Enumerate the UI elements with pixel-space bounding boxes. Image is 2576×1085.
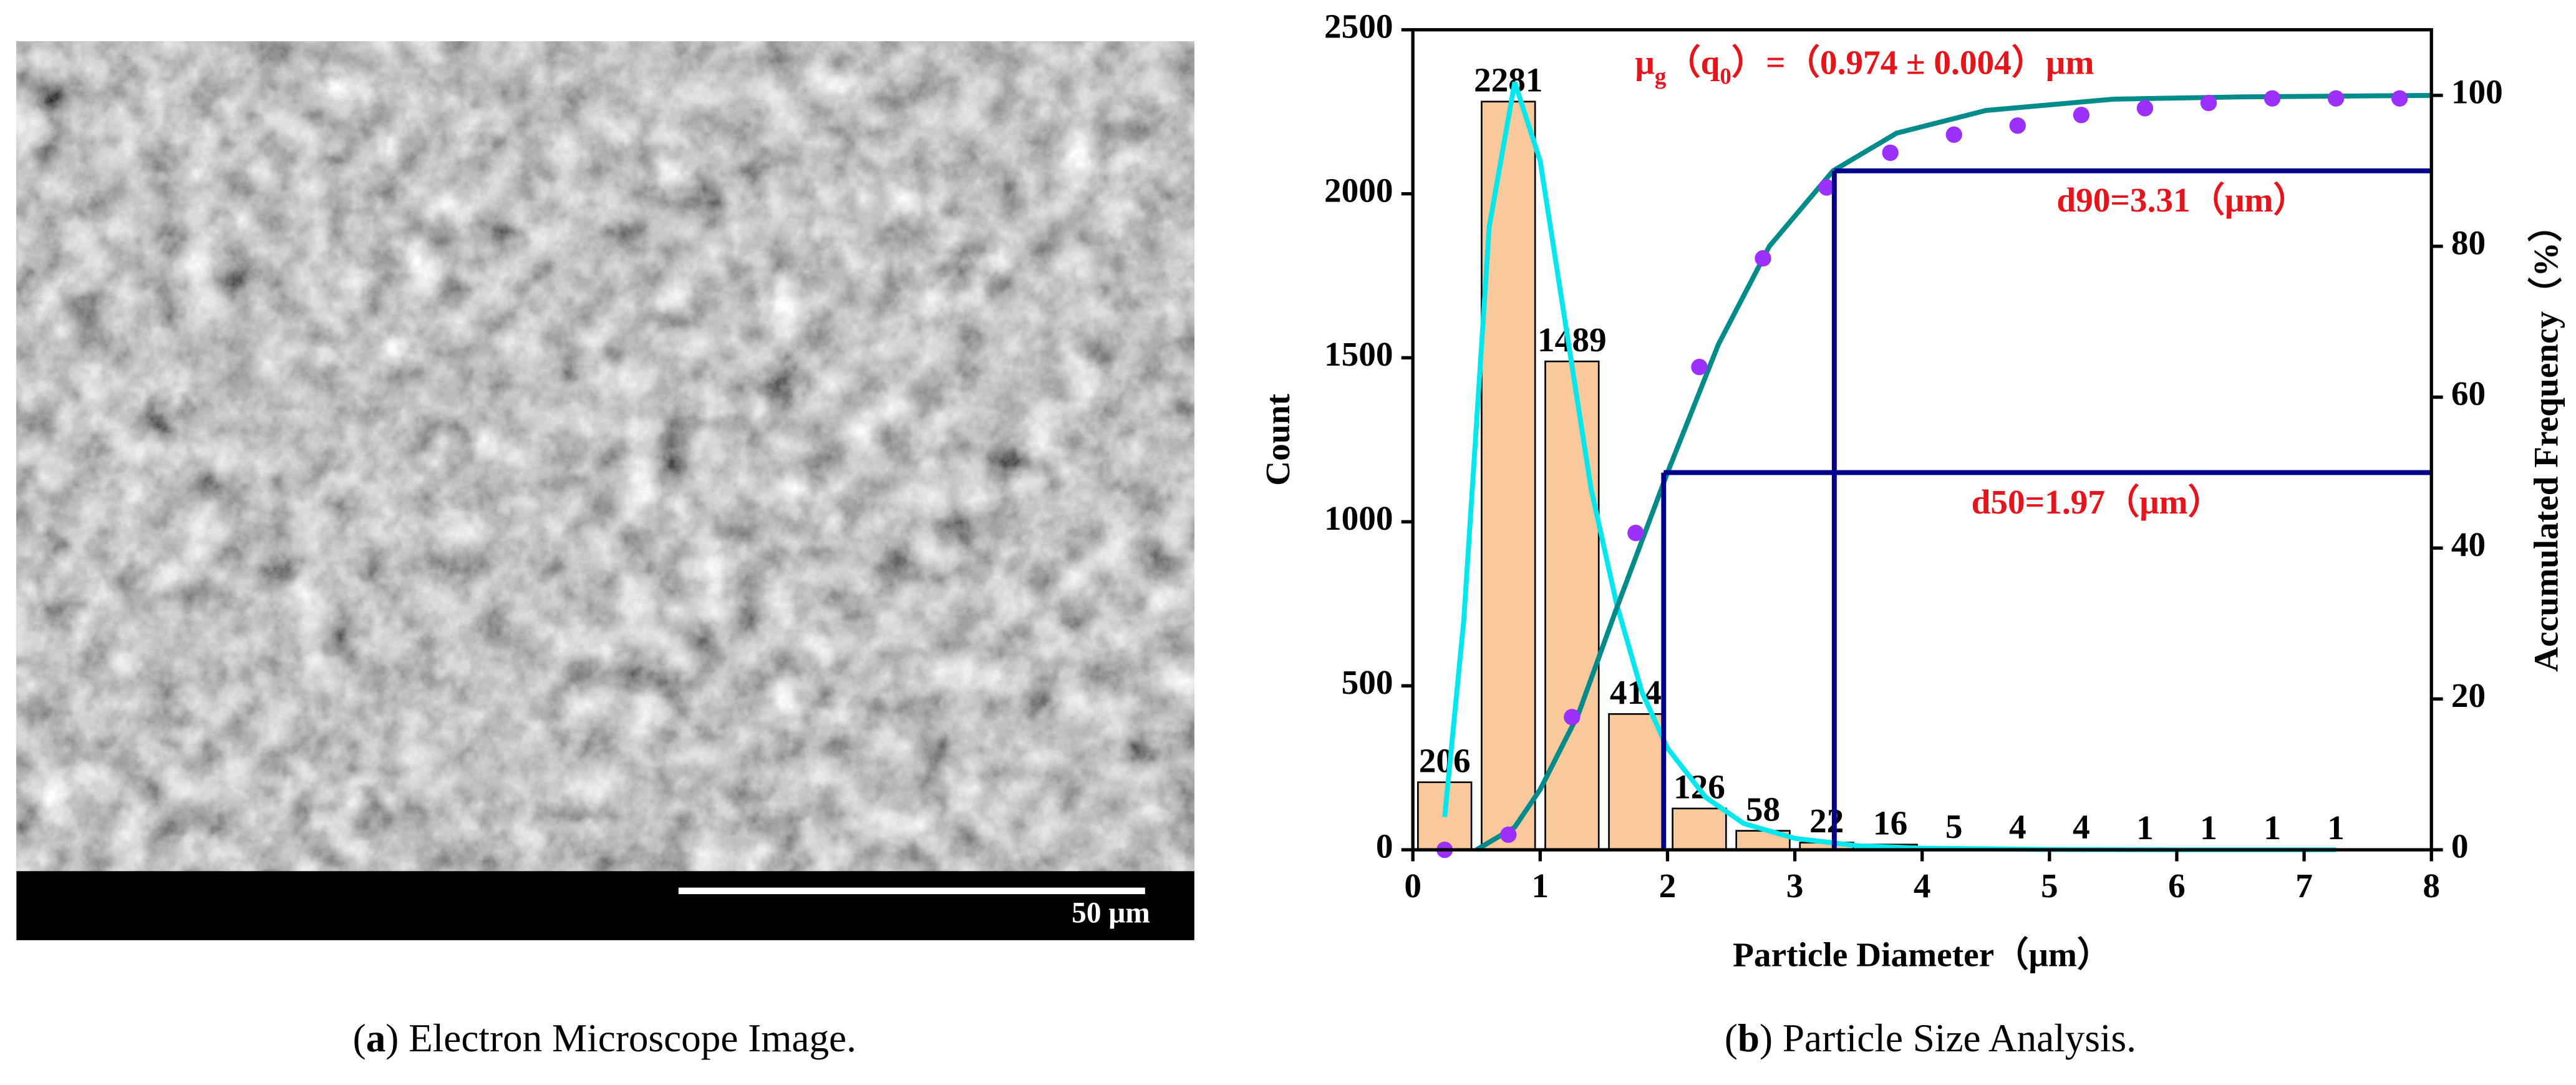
y2-tick-label: 0 — [2451, 827, 2469, 865]
point — [1500, 826, 1517, 844]
y2-tick-label: 80 — [2451, 223, 2486, 261]
annotation: μg（q0）=（0.974 ± 0.004）μm — [1635, 43, 2094, 89]
annotation-part: （q — [1666, 43, 1720, 81]
point — [1945, 126, 1962, 143]
point — [1691, 359, 1708, 376]
x-tick-label: 4 — [1914, 867, 1931, 905]
x-tick-label: 0 — [1404, 867, 1421, 905]
value-label: 4 — [2009, 808, 2026, 846]
x-tick-label: 5 — [2041, 867, 2058, 905]
caption-label: a — [366, 1016, 386, 1060]
point — [2200, 94, 2217, 112]
panel-a: 50 μm (a) Electron Microscope Image. — [16, 41, 1194, 1060]
value-label: 1 — [2264, 809, 2281, 847]
caption-text: ) Particle Size Analysis. — [1760, 1016, 2136, 1060]
point — [1882, 144, 1899, 161]
annotation-part: g — [1655, 64, 1667, 89]
bar — [1608, 713, 1663, 851]
value-label: 1 — [2200, 809, 2217, 847]
x-tick-label: 3 — [1786, 867, 1804, 905]
value-label: 16 — [1873, 804, 1907, 842]
value-label: 1 — [2136, 809, 2154, 847]
x-axis-label: Particle Diameter（μm） — [1733, 936, 2111, 974]
annotation-part: μ — [1635, 43, 1655, 81]
y-tick-label: 1000 — [1324, 499, 1393, 537]
point — [1818, 179, 1835, 196]
y2-tick-label: 40 — [2451, 525, 2486, 563]
point — [1627, 525, 1644, 542]
caption: (b) Particle Size Analysis. — [1725, 1016, 2136, 1060]
caption: (a) Electron Microscope Image. — [353, 1016, 856, 1060]
sem-image — [16, 41, 1194, 872]
x-tick-label: 7 — [2295, 867, 2313, 905]
scale-bar-label: 50 μm — [1072, 897, 1150, 929]
x-tick-label: 2 — [1659, 867, 1677, 905]
point — [2073, 107, 2090, 124]
value-label: 206 — [1419, 741, 1471, 779]
point — [2327, 90, 2345, 107]
x-tick-label: 6 — [2168, 867, 2186, 905]
y-tick-label: 2500 — [1324, 7, 1393, 45]
caption-open: ( — [353, 1016, 366, 1060]
point — [2264, 90, 2281, 107]
point — [2391, 90, 2408, 107]
value-label: 58 — [1746, 790, 1780, 828]
y-tick-label: 500 — [1342, 663, 1393, 701]
value-label: 4 — [2073, 808, 2090, 846]
reference-label: d90=3.31（μm） — [2056, 181, 2307, 219]
value-label: 2281 — [1474, 61, 1543, 99]
y-tick-label: 0 — [1376, 827, 1393, 865]
caption-label: b — [1738, 1016, 1760, 1060]
y2-tick-label: 20 — [2451, 676, 2486, 714]
annotation-part: 0 — [1720, 64, 1731, 89]
y2-axis-label: Accumulated Frequency（%） — [2527, 208, 2565, 672]
x-tick-label: 1 — [1531, 867, 1549, 905]
value-label: 5 — [1945, 807, 1963, 845]
value-label: 1 — [2327, 809, 2345, 847]
y-axis-label: Count — [1259, 394, 1297, 486]
point — [1755, 250, 1771, 267]
annotation-part: ）=（0.974 ± 0.004）μm — [1731, 43, 2094, 81]
bar — [1672, 807, 1727, 851]
reference-label: d50=1.97（μm） — [1972, 483, 2222, 521]
point — [2009, 117, 2026, 134]
y-tick-label: 2000 — [1324, 171, 1393, 209]
point — [2136, 100, 2154, 117]
point — [1564, 709, 1581, 726]
y2-tick-label: 60 — [2451, 374, 2486, 412]
curve — [1475, 92, 2432, 852]
y2-tick-label: 100 — [2451, 73, 2503, 111]
caption-open: ( — [1725, 1016, 1738, 1060]
x-tick-label: 8 — [2423, 867, 2440, 905]
info-bar — [16, 871, 1194, 940]
caption-text: ) Electron Microscope Image. — [385, 1016, 856, 1060]
value-label: 414 — [1610, 673, 1662, 711]
y-tick-label: 1500 — [1324, 335, 1393, 373]
bar — [1544, 360, 1600, 851]
value-label: 22 — [1809, 802, 1844, 840]
